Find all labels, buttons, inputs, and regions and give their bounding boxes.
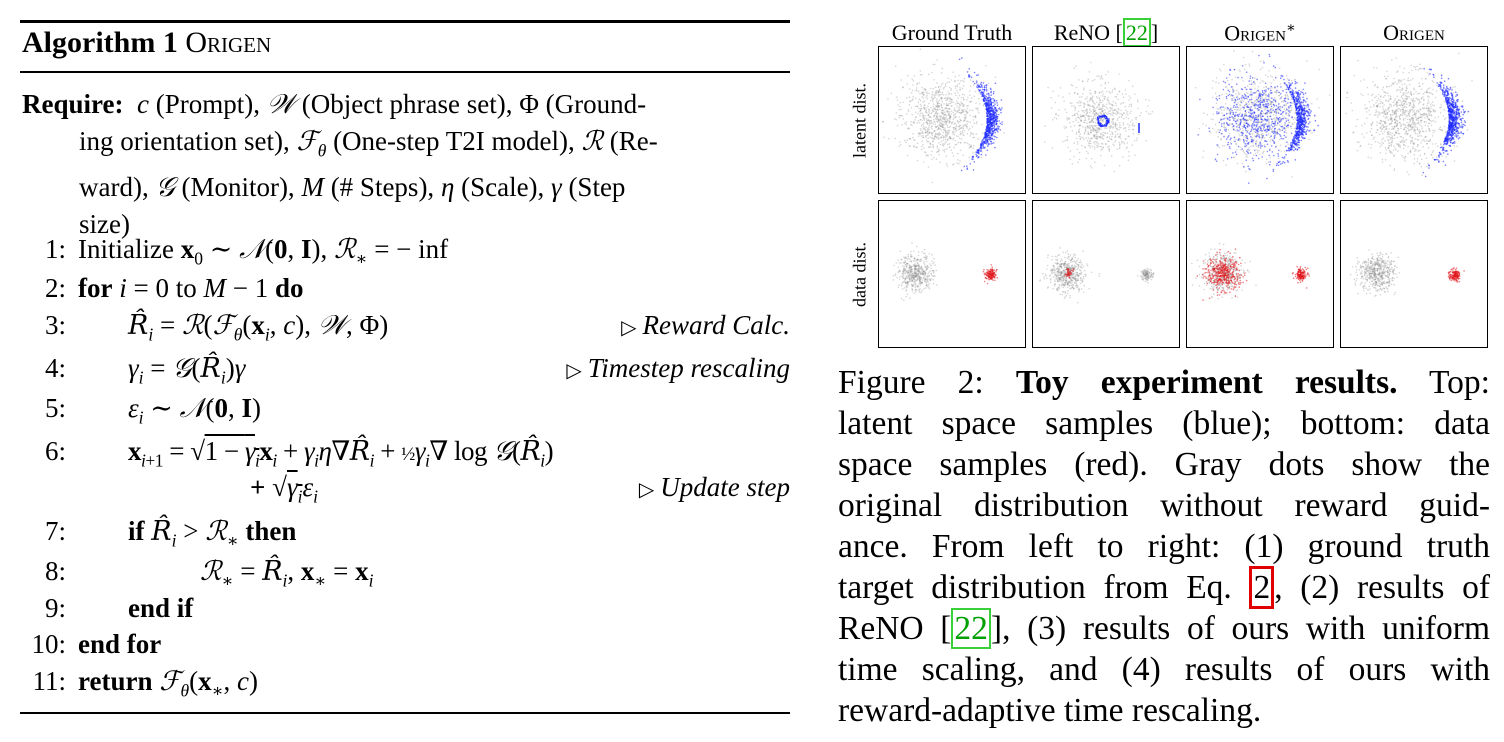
- column-header-origen-star: Origen∗: [1224, 20, 1296, 46]
- gray-cloud: [881, 48, 1005, 184]
- algorithm-line-11: 11: return ℱθ(x∗, c): [32, 666, 259, 701]
- equation-ref-link[interactable]: 2: [1249, 566, 1275, 609]
- panel-data-ground-truth: [878, 200, 1026, 348]
- column-header-origen: Origen: [1383, 20, 1445, 45]
- red-blob: [1196, 248, 1248, 301]
- algorithm-line-2: 2: for i = 0 to M − 1 do: [44, 273, 304, 303]
- panel-latent-origen-star: [1186, 46, 1334, 194]
- panel-data-reno: [1032, 200, 1180, 348]
- gray-dot: [1137, 267, 1155, 284]
- algorithm-line-4: 4: γi = 𝒢(R̂i)γ ▷ Timestep rescaling: [44, 353, 790, 388]
- row-label-latent: latent dist.: [849, 83, 870, 158]
- algorithm-line-6-cont: + √γiεi ▷ Update step: [250, 472, 790, 507]
- algorithm-line-7: 7: if R̂i > ℛ∗ then: [44, 516, 297, 551]
- red-dot: [1291, 265, 1310, 289]
- algorithm-line-10: 10: end for: [31, 629, 162, 659]
- panel-latent-origen: [1340, 46, 1488, 194]
- red-dot: [982, 264, 999, 285]
- column-header-ground-truth: Ground Truth: [891, 20, 1013, 45]
- panel-data-origen-star: [1186, 200, 1334, 348]
- algorithm-line-6: 6: xi+1 = √1 − γixi + γiη∇R̂i + ½γi∇ log…: [44, 436, 554, 471]
- red-dot: [1447, 267, 1465, 283]
- gray-blob: [892, 242, 938, 302]
- title-rule: [20, 71, 790, 73]
- blue-crescent: [1422, 67, 1470, 178]
- red-spot: [1063, 268, 1075, 279]
- panel-latent-reno: [1032, 46, 1180, 194]
- require-block: Require: c (Prompt), 𝒲 (Object phrase se…: [22, 89, 658, 240]
- blue-ring: [1096, 114, 1110, 128]
- figure-caption: Figure 2: Toy experiment results. Top: l…: [838, 364, 1490, 729]
- blue-crescent: [1266, 65, 1319, 180]
- row-label-data: data dist.: [849, 242, 870, 307]
- panel-data-origen: [1340, 200, 1488, 348]
- bottom-rule: [20, 712, 790, 714]
- algorithm-title: Algorithm 1 Origen: [22, 26, 272, 59]
- algorithm-line-3: 3: R̂i = ℛ(ℱθ(xi, c), 𝒲, Φ) ▷ Reward Calc…: [44, 310, 790, 345]
- column-header-reno: ReNO [22]: [1053, 18, 1159, 47]
- algorithm-line-8: 8: ℛ∗ = R̂i, x∗ = xi: [44, 556, 374, 591]
- algorithm-line-9: 9: end if: [44, 593, 194, 623]
- algorithm-line-1: 1: Initialize x0 ∼ 𝒩(0, I), ℛ∗ = − inf: [44, 234, 449, 269]
- panel-latent-ground-truth: [878, 46, 1026, 194]
- algorithm-line-5: 5: εi ∼ 𝒩(0, I): [44, 393, 262, 428]
- gray-cloud: [1345, 52, 1473, 176]
- top-rule: [20, 20, 790, 23]
- gray-cloud: [1044, 61, 1154, 173]
- blue-crescent: [958, 57, 1003, 172]
- gray-blob: [1349, 249, 1400, 297]
- citation-ref-link[interactable]: 22: [951, 608, 991, 649]
